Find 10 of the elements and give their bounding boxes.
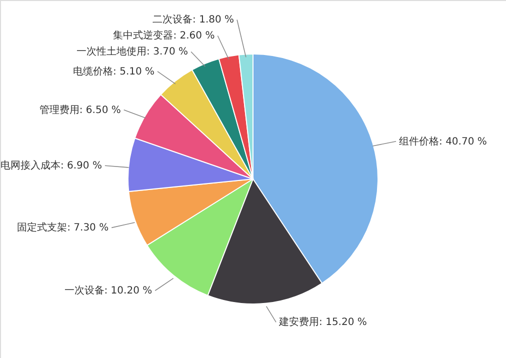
slice-label: 电缆价格: 5.10 % bbox=[73, 65, 155, 78]
slice-label: 管理费用: 6.50 % bbox=[39, 104, 121, 116]
slice-label: 一次性土地使用: 3.70 % bbox=[76, 46, 188, 58]
slice-label: 建安费用: 15.20 % bbox=[278, 316, 367, 328]
slice-label: 一次设备: 10.20 % bbox=[64, 284, 152, 297]
slice-label: 电网接入成本: 6.90 % bbox=[0, 160, 102, 172]
slice-label: 集中式逆变器: 2.60 % bbox=[113, 30, 215, 42]
slice-label: 固定式支架: 7.30 % bbox=[17, 222, 109, 234]
slice-label: 二次设备: 1.80 % bbox=[152, 14, 234, 26]
slice-label: 组件价格: 40.70 % bbox=[399, 135, 487, 148]
